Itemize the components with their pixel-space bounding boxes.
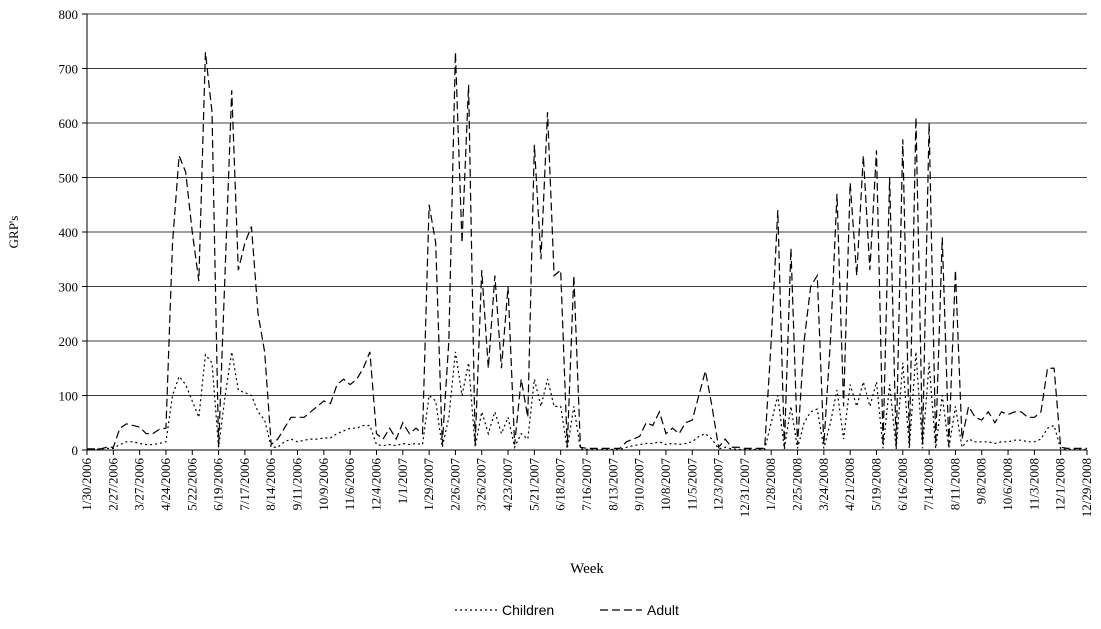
y-tick-label: 800 — [59, 7, 79, 22]
x-tick-label: 11/5/2007 — [684, 458, 699, 511]
x-tick-label: 12/1/2008 — [1053, 458, 1068, 511]
x-tick-label: 11/6/2006 — [342, 458, 357, 511]
x-tick-label: 11/3/2008 — [1026, 458, 1041, 510]
x-tick-label: 3/27/2006 — [132, 458, 147, 511]
legend-label: Children — [502, 602, 554, 618]
x-tick-label: 5/19/2008 — [868, 458, 883, 511]
x-tick-label: 2/26/2007 — [447, 458, 462, 511]
legend-label: Adult — [647, 602, 679, 618]
x-tick-label: 12/3/2007 — [711, 458, 726, 511]
x-tick-label: 4/24/2006 — [158, 458, 173, 511]
x-tick-label: 6/16/2008 — [895, 458, 910, 511]
x-tick-label: 7/14/2008 — [921, 458, 936, 511]
x-tick-label: 9/8/2008 — [974, 458, 989, 504]
x-tick-label: 1/29/2007 — [421, 458, 436, 511]
x-tick-label: 8/11/2008 — [947, 458, 962, 510]
x-axis-label: Week — [570, 561, 604, 577]
y-axis-label: GRP's — [6, 216, 21, 249]
x-tick-label: 10/9/2006 — [316, 458, 331, 511]
y-tick-label: 0 — [72, 443, 79, 458]
x-tick-label: 2/25/2008 — [790, 458, 805, 511]
x-tick-label: 12/29/2008 — [1079, 458, 1094, 517]
x-tick-label: 10/8/2007 — [658, 458, 673, 511]
y-tick-label: 500 — [59, 171, 79, 186]
x-tick-label: 4/21/2008 — [842, 458, 857, 511]
y-tick-label: 400 — [59, 225, 79, 240]
x-tick-label: 7/17/2006 — [237, 458, 252, 511]
x-tick-label: 5/22/2006 — [184, 458, 199, 511]
x-tick-label: 9/11/2006 — [290, 458, 305, 511]
x-tick-label: 10/6/2008 — [1000, 458, 1015, 511]
y-tick-label: 600 — [59, 116, 79, 131]
y-tick-label: 300 — [59, 280, 79, 295]
x-tick-label: 1/28/2008 — [763, 458, 778, 511]
x-tick-label: 8/14/2006 — [263, 458, 278, 511]
x-tick-label: 1/30/2006 — [79, 458, 94, 511]
x-tick-label: 3/24/2008 — [816, 458, 831, 511]
x-tick-label: 2/27/2006 — [105, 458, 120, 511]
x-tick-label: 9/10/2007 — [632, 458, 647, 511]
x-tick-label: 12/31/2007 — [737, 458, 752, 518]
x-tick-label: 5/21/2007 — [526, 458, 541, 511]
y-tick-label: 700 — [59, 62, 79, 77]
y-tick-label: 100 — [59, 389, 79, 404]
x-tick-label: 4/23/2007 — [500, 458, 515, 511]
x-tick-label: 8/13/2007 — [605, 458, 620, 511]
x-tick-label: 3/26/2007 — [474, 458, 489, 511]
x-tick-label: 6/19/2006 — [211, 458, 226, 511]
x-tick-label: 6/18/2007 — [553, 458, 568, 511]
x-tick-label: 12/4/2006 — [368, 458, 383, 511]
y-tick-label: 200 — [59, 334, 79, 349]
series-line — [87, 351, 1087, 451]
series-line — [87, 52, 1087, 450]
x-tick-label: 1/1/2007 — [395, 458, 410, 505]
x-tick-label: 7/16/2007 — [579, 458, 594, 511]
